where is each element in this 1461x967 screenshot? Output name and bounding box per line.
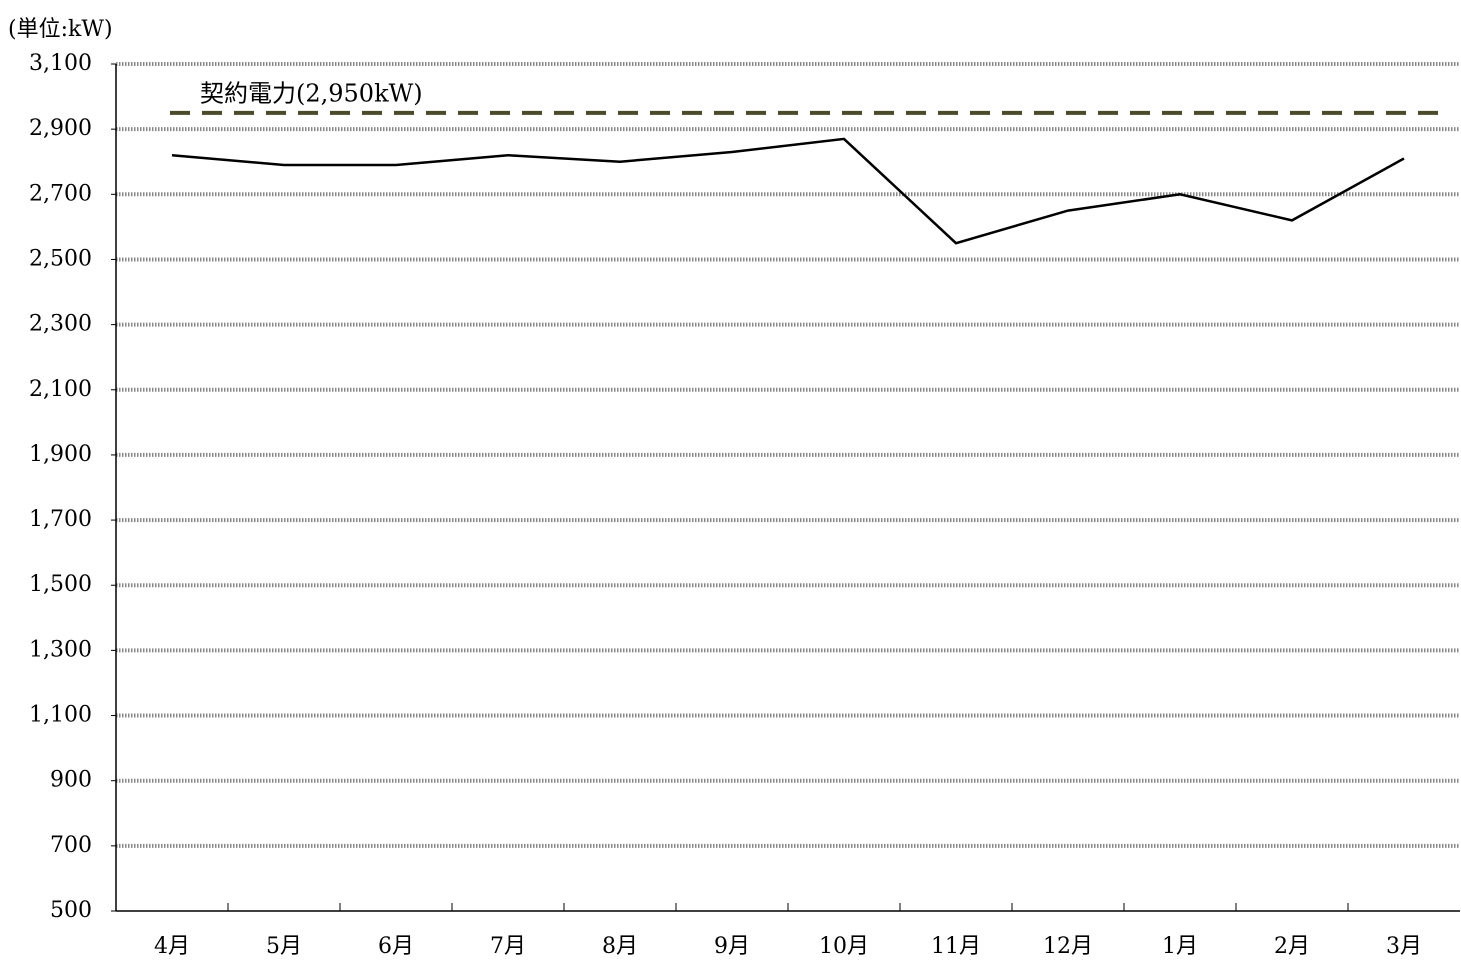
y-axis-label: (単位:kW)	[8, 17, 113, 42]
y-tick-label: 1,100	[29, 703, 92, 728]
y-tick-label: 1,700	[29, 507, 92, 532]
y-tick-label: 2,300	[29, 312, 92, 337]
x-tick-label: 1月	[1162, 934, 1198, 959]
y-tick-label: 1,900	[29, 442, 92, 467]
x-tick-label: 7月	[490, 934, 526, 959]
y-tick-label: 1,500	[29, 572, 92, 597]
y-tick-label: 2,500	[29, 246, 92, 271]
x-tick-label: 10月	[819, 934, 869, 959]
x-tick-label: 5月	[266, 934, 302, 959]
x-tick-label: 4月	[154, 934, 190, 959]
x-tick-label: 12月	[1043, 934, 1093, 959]
y-tick-label: 2,700	[29, 181, 92, 206]
y-tick-label: 700	[50, 833, 92, 858]
y-tick-label: 2,100	[29, 377, 92, 402]
y-tick-label: 2,900	[29, 116, 92, 141]
x-tick-label: 11月	[931, 934, 981, 959]
x-tick-label: 9月	[714, 934, 750, 959]
x-tick-label: 6月	[378, 934, 414, 959]
y-tick-label: 900	[50, 768, 92, 793]
x-tick-label: 3月	[1386, 934, 1422, 959]
data-line	[171, 137, 1405, 245]
y-tick-label: 3,100	[29, 51, 92, 76]
x-tick-label: 8月	[602, 934, 638, 959]
y-tick-label: 500	[50, 898, 92, 923]
y-tick-label: 1,300	[29, 637, 92, 662]
x-tick-label: 2月	[1274, 934, 1310, 959]
reference-label: 契約電力(2,950kW)	[200, 79, 423, 107]
